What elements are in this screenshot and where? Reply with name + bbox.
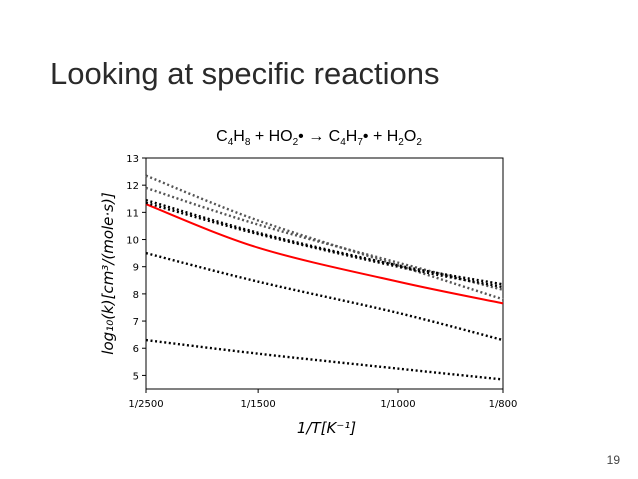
y-tick-label: 13	[126, 154, 139, 165]
y-tick-label: 9	[133, 263, 139, 274]
series-line-6	[145, 251, 504, 342]
y-tick-label: 8	[133, 290, 139, 301]
y-axis-label: log₁₀(k)[cm³/(mole·s)]	[99, 192, 117, 355]
y-tick-label: 7	[133, 317, 139, 328]
x-tick-label: 1/2500	[128, 399, 163, 410]
series-line-5	[145, 201, 504, 289]
x-tick-label: 1/800	[489, 399, 518, 410]
series-line-3	[145, 186, 504, 291]
y-tick-label: 5	[133, 371, 139, 382]
y-tick-label: 6	[133, 344, 139, 355]
y-tick-label: 12	[126, 181, 139, 192]
plot-frame	[145, 157, 504, 390]
x-tick-label: 1/1500	[241, 399, 276, 410]
x-tick-label: 1/1000	[380, 399, 415, 410]
series-line-7	[145, 338, 504, 381]
series-line-4	[145, 198, 504, 286]
slide-title: Looking at specific reactions	[50, 56, 440, 91]
page-number: 19	[606, 453, 620, 467]
series-line-2	[145, 174, 504, 301]
x-axis-label: 1/T[K⁻¹]	[297, 419, 356, 437]
chart-title: C4H8 + HO2• → C4H7• + H2O2	[216, 128, 422, 149]
y-tick-label: 11	[126, 208, 139, 219]
series-line-1	[145, 203, 504, 305]
y-tick-label: 10	[126, 236, 139, 247]
